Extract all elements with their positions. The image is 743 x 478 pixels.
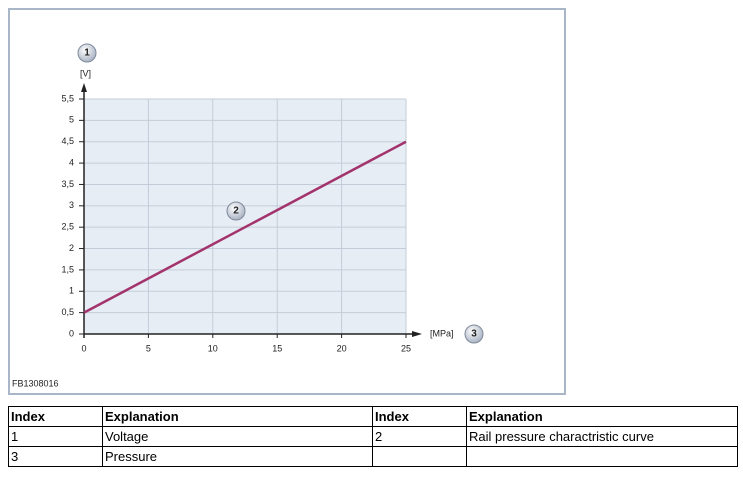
plot-area xyxy=(84,99,406,334)
table-cell: Pressure xyxy=(102,446,373,467)
table-cell xyxy=(372,446,467,467)
table-cell: 1 xyxy=(8,426,103,447)
table-cell: 3 xyxy=(8,446,103,467)
x-tick-label: 5 xyxy=(146,343,151,353)
table-cell: 2 xyxy=(372,426,467,447)
table-cell xyxy=(466,446,738,467)
y-tick-label: 4,5 xyxy=(61,136,74,146)
table-row: Index Explanation Index Explanation xyxy=(8,406,738,427)
y-tick-label: 1,5 xyxy=(61,264,74,274)
callout-circle xyxy=(464,324,484,344)
y-tick-label: 3,5 xyxy=(61,179,74,189)
x-tick-label: 20 xyxy=(337,343,347,353)
y-tick-label: 0,5 xyxy=(61,307,74,317)
x-tick-label: 0 xyxy=(81,343,86,353)
y-tick-label: 0 xyxy=(69,328,74,338)
y-tick-label: 5 xyxy=(69,115,74,125)
y-axis-arrow xyxy=(81,83,87,92)
table-cell: Index xyxy=(372,406,467,427)
callout-circle xyxy=(226,201,246,221)
table-row: 3 Pressure xyxy=(8,446,738,467)
legend-table: Index Explanation Index Explanation 1 Voltage… xyxy=(8,406,738,467)
callout: 2 xyxy=(233,206,239,217)
table-cell: Index xyxy=(8,406,103,427)
x-axis-label: [MPa] xyxy=(430,328,454,338)
y-axis-label: [V] xyxy=(80,68,91,78)
y-tick-label: 2,5 xyxy=(61,222,74,232)
y-tick-label: 5,5 xyxy=(61,93,74,103)
table-cell: Rail pressure charactristic curve xyxy=(466,426,738,447)
x-tick-label: 10 xyxy=(208,343,218,353)
table-cell: Explanation xyxy=(102,406,373,427)
y-tick-label: 4 xyxy=(69,157,74,167)
callout: 1 xyxy=(84,48,90,59)
data-line xyxy=(83,140,407,314)
table-cell: Explanation xyxy=(466,406,738,427)
y-tick-label: 2 xyxy=(69,243,74,253)
figure: 0 0,5 1 1,5 2 2,5 3 3,5 4 4,5 5 5,5 0 5 10 15 20 25 1 2 3… xyxy=(8,8,566,395)
x-tick-label: 15 xyxy=(272,343,282,353)
table-row: 1 Voltage 2 Rail pressure charactristic cur… xyxy=(8,426,738,447)
table-cell: Voltage xyxy=(102,426,373,447)
figure-id: FB1308016 xyxy=(12,378,59,388)
y-tick-label: 1 xyxy=(69,286,74,296)
callout: 3 xyxy=(471,329,477,340)
y-tick-label: 3 xyxy=(69,200,74,210)
x-tick-label: 25 xyxy=(401,343,411,353)
callout-circle xyxy=(77,43,97,63)
x-axis-arrow xyxy=(412,331,422,337)
